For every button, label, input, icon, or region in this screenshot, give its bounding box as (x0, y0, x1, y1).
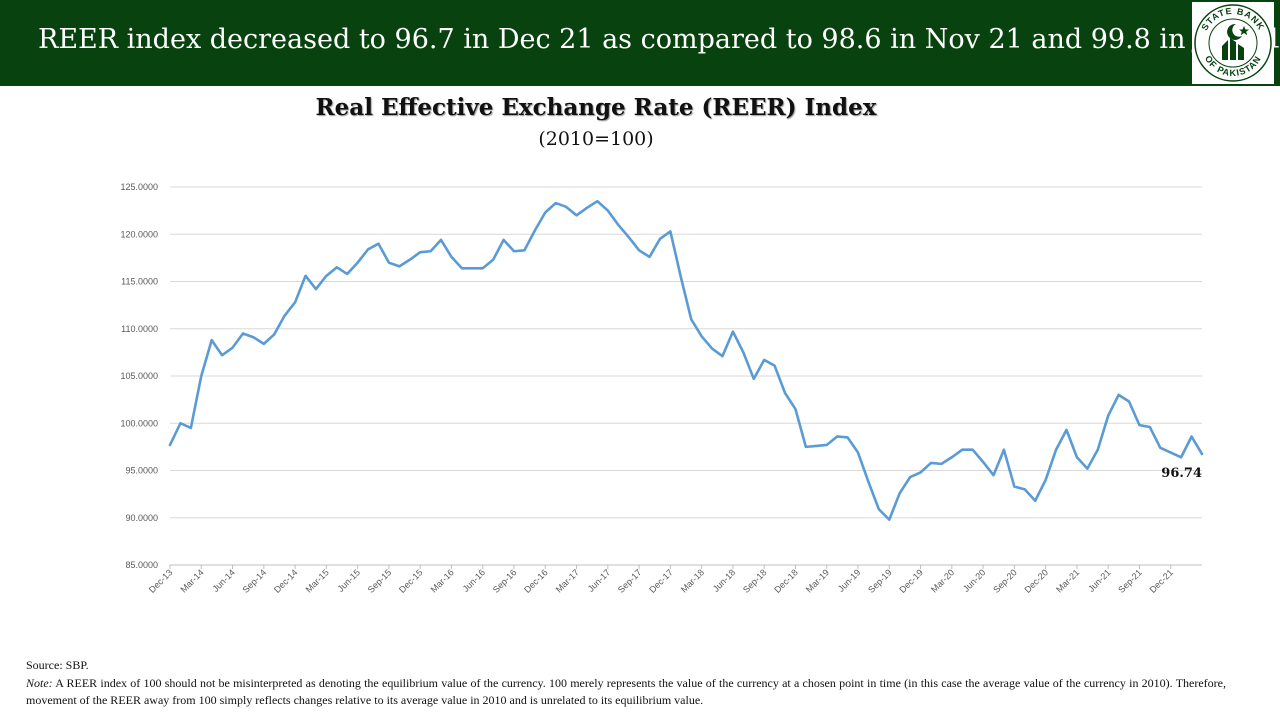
x-tick-label: Jun-14 (210, 567, 237, 594)
header-banner: REER index decreased to 96.7 in Dec 21 a… (0, 0, 1280, 86)
x-tick-label: Dec-18 (772, 567, 800, 595)
x-tick-label: Mar-19 (804, 567, 831, 594)
x-tick-label: Sep-18 (741, 567, 769, 595)
y-tick-label: 105.0000 (120, 371, 158, 381)
y-tick-label: 100.0000 (120, 418, 158, 428)
x-tick-label: Jun-21 (1086, 567, 1113, 594)
y-tick-label: 125.0000 (120, 182, 158, 192)
chart-subtitle: (2010=100) (538, 128, 654, 150)
y-tick-label: 110.0000 (121, 324, 158, 334)
last-value-label: 96.74 (1161, 466, 1202, 481)
x-tick-label: Jun-15 (336, 567, 363, 594)
x-tick-label: Mar-20 (929, 567, 956, 594)
y-tick-label: 90.0000 (125, 513, 158, 523)
x-tick-label: Mar-14 (178, 567, 205, 594)
x-axis-ticks: Dec-13 Mar-14 Jun-14 Sep-14 Dec-14 Mar-15 Jun-… (147, 564, 1202, 595)
x-tick-label: Dec-14 (272, 567, 300, 595)
x-tick-label: Dec-20 (1022, 567, 1050, 595)
source-note: Source: SBP. (26, 658, 89, 672)
x-tick-label: Dec-13 (147, 567, 175, 595)
chart-title: Real Effective Exchange Rate (REER) Inde… (315, 94, 877, 121)
x-tick-label: Jun-18 (711, 567, 738, 594)
x-tick-label: Dec-17 (647, 567, 675, 595)
y-tick-label: 120.0000 (120, 229, 158, 239)
annotation-layer: 96.74 (1161, 466, 1202, 481)
state-bank-logo: STATE BANK OF PAKISTAN (1192, 2, 1274, 84)
x-tick-label: Mar-16 (429, 567, 456, 594)
note-label: Note: (26, 676, 53, 690)
x-tick-label: Dec-15 (397, 567, 425, 595)
x-tick-label: Sep-14 (241, 567, 269, 595)
x-tick-label: Jun-17 (586, 567, 613, 594)
y-axis-ticks: 85.0000 90.0000 95.0000 100.0000 105.0000 110… (120, 182, 158, 570)
y-tick-label: 85.0000 (125, 560, 158, 570)
reer-line-chart: 85.0000 90.0000 95.0000 100.0000 105.0000 110… (120, 182, 1204, 595)
x-tick-label: Dec-16 (522, 567, 550, 595)
x-tick-label: Jun-20 (961, 567, 988, 594)
x-tick-label: Sep-15 (366, 567, 394, 595)
x-tick-label: Jun-16 (461, 567, 488, 594)
x-tick-label: Mar-18 (679, 567, 706, 594)
x-tick-label: Dec-19 (897, 567, 925, 595)
x-tick-label: Sep-17 (616, 567, 644, 595)
gridlines (170, 186, 1202, 566)
series-layer (168, 199, 1204, 521)
x-tick-label: Dec-21 (1148, 567, 1176, 595)
x-tick-label: Sep-16 (491, 567, 519, 595)
x-tick-label: Mar-21 (1054, 567, 1081, 594)
y-tick-label: 95.0000 (125, 466, 158, 476)
footnote: Note: A REER index of 100 should not be … (26, 675, 1226, 709)
reer-series-line (168, 199, 1204, 521)
headline: REER index decreased to 96.7 in Dec 21 a… (38, 24, 1280, 55)
x-tick-label: Mar-15 (304, 567, 331, 594)
note-text: A REER index of 100 should not be misint… (26, 676, 1226, 707)
x-tick-label: Sep-21 (1116, 567, 1144, 595)
y-tick-label: 115.0000 (121, 277, 158, 287)
x-tick-label: Jun-19 (836, 567, 863, 594)
x-tick-label: Sep-20 (991, 567, 1019, 595)
x-tick-label: Mar-17 (554, 567, 581, 594)
x-tick-label: Sep-19 (866, 567, 894, 595)
